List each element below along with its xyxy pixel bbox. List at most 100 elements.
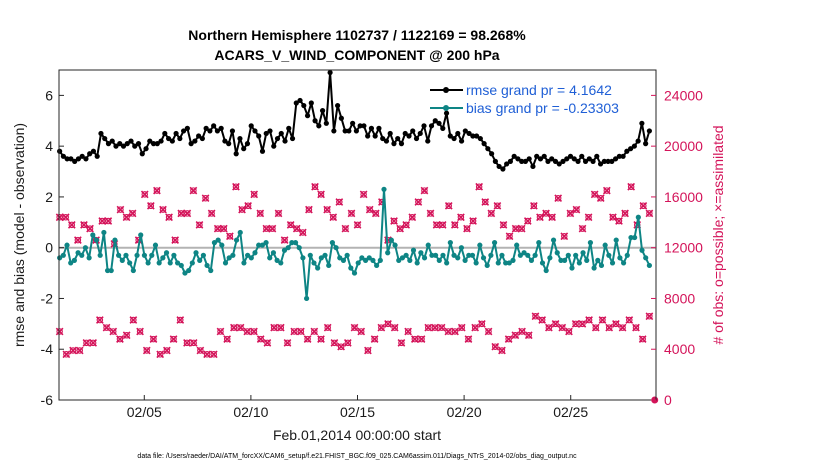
bias-point-103 [436, 257, 442, 263]
bias-point-6 [79, 252, 85, 258]
obs-possible-marker-low-51 [398, 339, 405, 347]
obs-possible-marker-high-14 [141, 191, 149, 198]
y-left-tick-label-0: -6 [41, 392, 54, 408]
obs-possible-marker-low-27 [237, 324, 244, 331]
bias-series-group [57, 186, 652, 302]
obs-possible-marker-low-61 [465, 335, 472, 343]
rmse-point-76 [342, 128, 348, 134]
y-left-tick-label-5: 4 [45, 138, 53, 154]
obs-assimilated-marker-low-10 [122, 331, 131, 340]
rmse-point-96 [417, 130, 423, 137]
rmse-point-94 [410, 128, 416, 134]
bias-point-12 [101, 229, 107, 236]
obs-possible-marker-low-0 [56, 328, 63, 335]
bias-point-132 [543, 267, 549, 274]
obs-assimilated-marker-low-4 [82, 339, 91, 347]
obs-assimilated-marker-high-63 [438, 220, 447, 229]
obs-assimilated-marker-high-77 [523, 217, 532, 225]
obs-assimilated-marker-low-66 [498, 346, 506, 355]
obs-possible-marker-high-25 [208, 210, 215, 217]
obs-assimilated-marker-low-56 [431, 323, 439, 332]
bias-point-79 [348, 265, 354, 271]
obs-possible-marker-low-49 [384, 320, 392, 328]
obs-possible-marker-high-96 [640, 202, 647, 210]
obs-assimilated-marker-high-38 [286, 220, 295, 229]
rmse-point-22 [139, 151, 145, 157]
obs-assimilated-marker-low-71 [531, 312, 540, 321]
obs-possible-marker-high-46 [336, 198, 343, 206]
rmse-point-20 [132, 143, 138, 149]
obs-possible-marker-high-32 [250, 191, 258, 198]
bias-point-18 [123, 252, 129, 258]
bias-point-107 [451, 252, 457, 258]
obs-possible-marker-low-13 [143, 347, 151, 354]
obs-assimilated-marker-high-24 [201, 194, 210, 203]
obs-assimilated-marker-high-71 [487, 209, 496, 218]
rmse-point-144 [597, 161, 604, 167]
obs-possible-marker-high-82 [554, 194, 562, 202]
obs-possible-marker-high-10 [117, 206, 124, 213]
rmse-point-115 [489, 151, 495, 157]
x-axis-label: Feb.01,2014 00:00:00 start [273, 427, 441, 443]
obs-possible-marker-high-35 [269, 225, 276, 232]
bias-point-151 [613, 237, 619, 243]
obs-possible-marker-high-30 [238, 206, 246, 213]
rmse-point-72 [327, 69, 333, 76]
bias-point-41 [208, 267, 214, 274]
obs-possible-marker-high-45 [329, 213, 337, 221]
bias-point-115 [480, 255, 487, 261]
bias-point-47 [230, 252, 236, 258]
rmse-point-121 [511, 153, 517, 159]
rmse-point-97 [421, 123, 427, 129]
obs-assimilated-marker-low-19 [183, 339, 191, 347]
obs-assimilated-marker-low-25 [223, 335, 232, 343]
obs-assimilated-marker-low-62 [471, 323, 480, 332]
obs-assimilated-marker-high-80 [542, 209, 550, 218]
obs-possible-marker-high-51 [366, 206, 373, 213]
bias-point-95 [407, 257, 413, 263]
bias-point-110 [462, 257, 468, 263]
bias-point-53 [252, 250, 258, 256]
rmse-point-141 [586, 156, 592, 162]
obs-assimilated-marker-high-41 [305, 205, 313, 214]
bias-point-85 [370, 257, 376, 263]
bias-point-152 [617, 255, 623, 261]
obs-assimilated-marker-low-31 [263, 339, 272, 347]
bias-point-93 [399, 255, 406, 261]
bias-point-106 [447, 240, 453, 246]
obs-assimilated-marker-high-29 [232, 182, 240, 191]
rmse-point-24 [147, 138, 153, 144]
bias-point-48 [233, 237, 240, 243]
obs-assimilated-marker-high-19 [171, 236, 180, 244]
y-right-tick-label-4: 16000 [664, 189, 703, 205]
obs-assimilated-marker-low-81 [598, 316, 607, 324]
rmse-point-143 [594, 153, 600, 159]
obs-possible-marker-high-93 [621, 210, 629, 217]
bias-point-94 [403, 252, 409, 258]
obs-possible-marker-high-20 [177, 210, 185, 217]
bias-point-58 [270, 250, 277, 256]
rmse-point-83 [368, 125, 375, 131]
obs-assimilated-marker-high-21 [183, 209, 192, 218]
obs-possible-marker-low-65 [492, 343, 499, 350]
obs-possible-marker-low-72 [538, 316, 546, 324]
obs-possible-marker-low-44 [351, 324, 358, 331]
obs-possible-marker-low-55 [424, 324, 432, 331]
rmse-point-120 [507, 158, 514, 164]
bias-point-65 [296, 245, 302, 251]
bias-point-60 [278, 260, 284, 266]
bias-point-136 [558, 257, 564, 263]
obs-assimilated-marker-low-23 [209, 350, 218, 359]
bias-point-108 [455, 255, 461, 261]
rmse-point-87 [383, 138, 390, 144]
obs-assimilated-marker-high-76 [517, 224, 526, 233]
obs-possible-marker-high-68 [469, 217, 477, 225]
rmse-point-6 [79, 153, 85, 159]
rmse-point-126 [530, 163, 536, 170]
obs-assimilated-marker-high-1 [61, 213, 70, 222]
rmse-point-17 [120, 143, 127, 149]
obs-assimilated-marker-low-32 [270, 323, 278, 332]
y-right-tick-label-1: 4000 [664, 341, 695, 357]
obs-possible-marker-low-22 [203, 351, 211, 358]
obs-assimilated-marker-low-57 [437, 323, 446, 332]
